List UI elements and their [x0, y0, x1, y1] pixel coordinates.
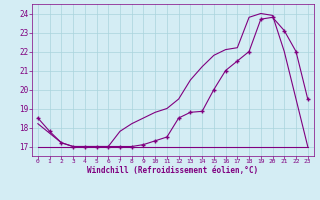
- X-axis label: Windchill (Refroidissement éolien,°C): Windchill (Refroidissement éolien,°C): [87, 166, 258, 175]
